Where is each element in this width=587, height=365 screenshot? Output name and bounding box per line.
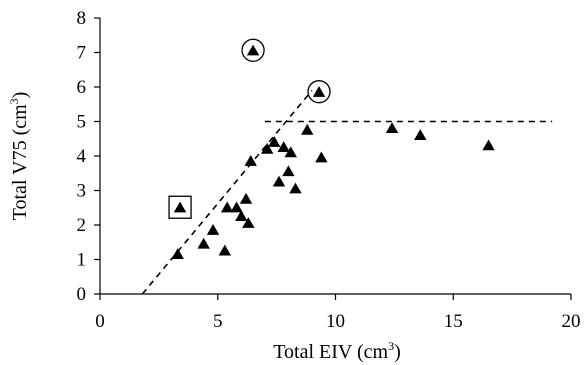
data-point	[261, 142, 274, 154]
data-point	[246, 44, 260, 56]
data-point	[272, 175, 286, 187]
data-points	[168, 38, 495, 259]
data-point	[312, 85, 326, 97]
y-tick-label: 3	[77, 181, 87, 202]
x-tick-label: 15	[444, 311, 463, 332]
tick-labels: 0 1 2 3 4 5 6 7 8 0 5 10 15 20	[77, 8, 581, 332]
x-axis-title: Total EIV (cm3)	[273, 339, 401, 363]
data-point	[282, 165, 295, 177]
x-tick-label: 20	[562, 311, 581, 332]
axes	[94, 17, 572, 300]
data-point	[315, 151, 328, 163]
data-point	[414, 129, 427, 140]
reference-lines	[141, 89, 553, 295]
data-point	[206, 223, 220, 235]
y-tick-label: 8	[77, 8, 87, 29]
data-point	[171, 248, 184, 259]
x-tick-label: 0	[95, 311, 105, 332]
x-tick-label: 10	[326, 311, 345, 332]
highlight-circle	[307, 80, 331, 104]
highlight-circle	[241, 38, 265, 62]
data-point	[284, 146, 297, 158]
data-point	[385, 122, 399, 134]
data-point	[197, 237, 210, 249]
data-point	[230, 201, 243, 213]
y-tick-label: 7	[77, 43, 87, 64]
y-tick-label: 1	[77, 250, 87, 271]
y-tick-label: 0	[77, 284, 87, 305]
data-point	[289, 182, 302, 194]
x-tick-label: 5	[213, 311, 223, 332]
y-tick-label: 4	[77, 146, 87, 167]
data-point	[301, 123, 314, 135]
data-point	[173, 201, 187, 213]
data-point	[218, 244, 232, 256]
data-point	[242, 217, 255, 228]
highlight-square	[168, 195, 192, 219]
y-axis-title: Total V75 (cm3)	[7, 92, 31, 221]
data-point	[235, 210, 248, 222]
data-point	[268, 136, 281, 147]
data-point	[277, 141, 290, 153]
data-point	[239, 192, 253, 204]
reference-line-1	[141, 89, 313, 295]
y-tick-label: 5	[77, 112, 87, 133]
data-point	[244, 154, 257, 166]
data-point	[482, 139, 495, 151]
y-tick-label: 2	[77, 215, 87, 236]
data-point	[220, 201, 234, 213]
y-tick-label: 6	[77, 77, 87, 98]
